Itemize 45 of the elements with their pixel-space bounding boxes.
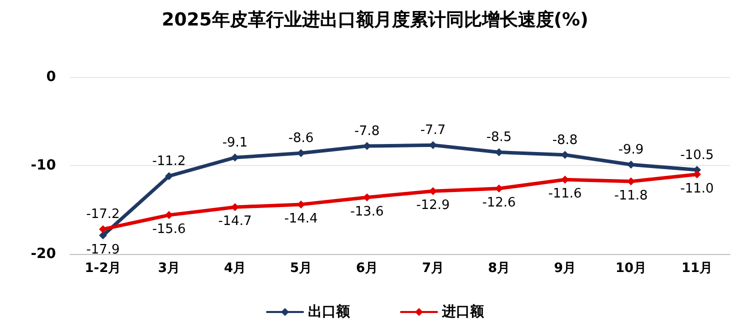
data-label: -17.2 xyxy=(86,207,120,222)
y-tick-label: 0 xyxy=(46,69,56,85)
x-tick-label: 1-2月 xyxy=(84,261,122,276)
data-label: -11.2 xyxy=(152,154,186,170)
data-label: -9.9 xyxy=(618,142,644,158)
data-label: -11.0 xyxy=(680,181,714,196)
data-label: -13.6 xyxy=(350,204,384,220)
legend-label: 出口额 xyxy=(308,303,351,320)
x-tick-label: 6月 xyxy=(356,261,378,276)
x-tick-label: 7月 xyxy=(422,261,444,276)
y-tick-label: -20 xyxy=(30,246,56,262)
data-label: -8.5 xyxy=(486,130,512,146)
point xyxy=(99,225,107,234)
x-tick-label: 5月 xyxy=(290,261,312,276)
point xyxy=(165,211,173,220)
point xyxy=(495,148,503,156)
x-tick-label: 9月 xyxy=(554,261,576,276)
data-label: -14.7 xyxy=(218,214,252,230)
point xyxy=(363,193,371,202)
legend-label: 进口额 xyxy=(441,303,485,320)
data-label: -8.6 xyxy=(288,131,314,146)
x-tick-label: 10月 xyxy=(615,261,647,276)
point xyxy=(693,170,701,178)
data-label: -9.1 xyxy=(222,136,248,151)
data-label: -15.6 xyxy=(152,222,186,238)
data-label: -8.8 xyxy=(552,132,578,148)
data-label: -10.5 xyxy=(680,148,714,163)
data-label: -7.8 xyxy=(354,124,380,140)
point xyxy=(627,160,635,169)
chart-title: 2025年皮革行业进出口额月度累计同比增长速度(%) xyxy=(162,10,588,30)
y-tick-label: -10 xyxy=(30,158,56,174)
point xyxy=(99,231,107,240)
point xyxy=(297,149,305,158)
x-tick-label: 8月 xyxy=(488,261,510,276)
data-label: -17.9 xyxy=(86,242,120,258)
x-tick-label: 3月 xyxy=(158,261,180,276)
x-tick-label: 11月 xyxy=(681,261,713,276)
data-label: -7.7 xyxy=(420,123,446,138)
data-label: -12.6 xyxy=(482,196,516,211)
data-label: -12.9 xyxy=(416,198,450,214)
data-label: -11.8 xyxy=(614,188,648,204)
data-label: -11.6 xyxy=(548,186,582,202)
point xyxy=(165,172,173,180)
data-label: -14.4 xyxy=(284,211,318,226)
x-tick-label: 4月 xyxy=(224,261,246,276)
